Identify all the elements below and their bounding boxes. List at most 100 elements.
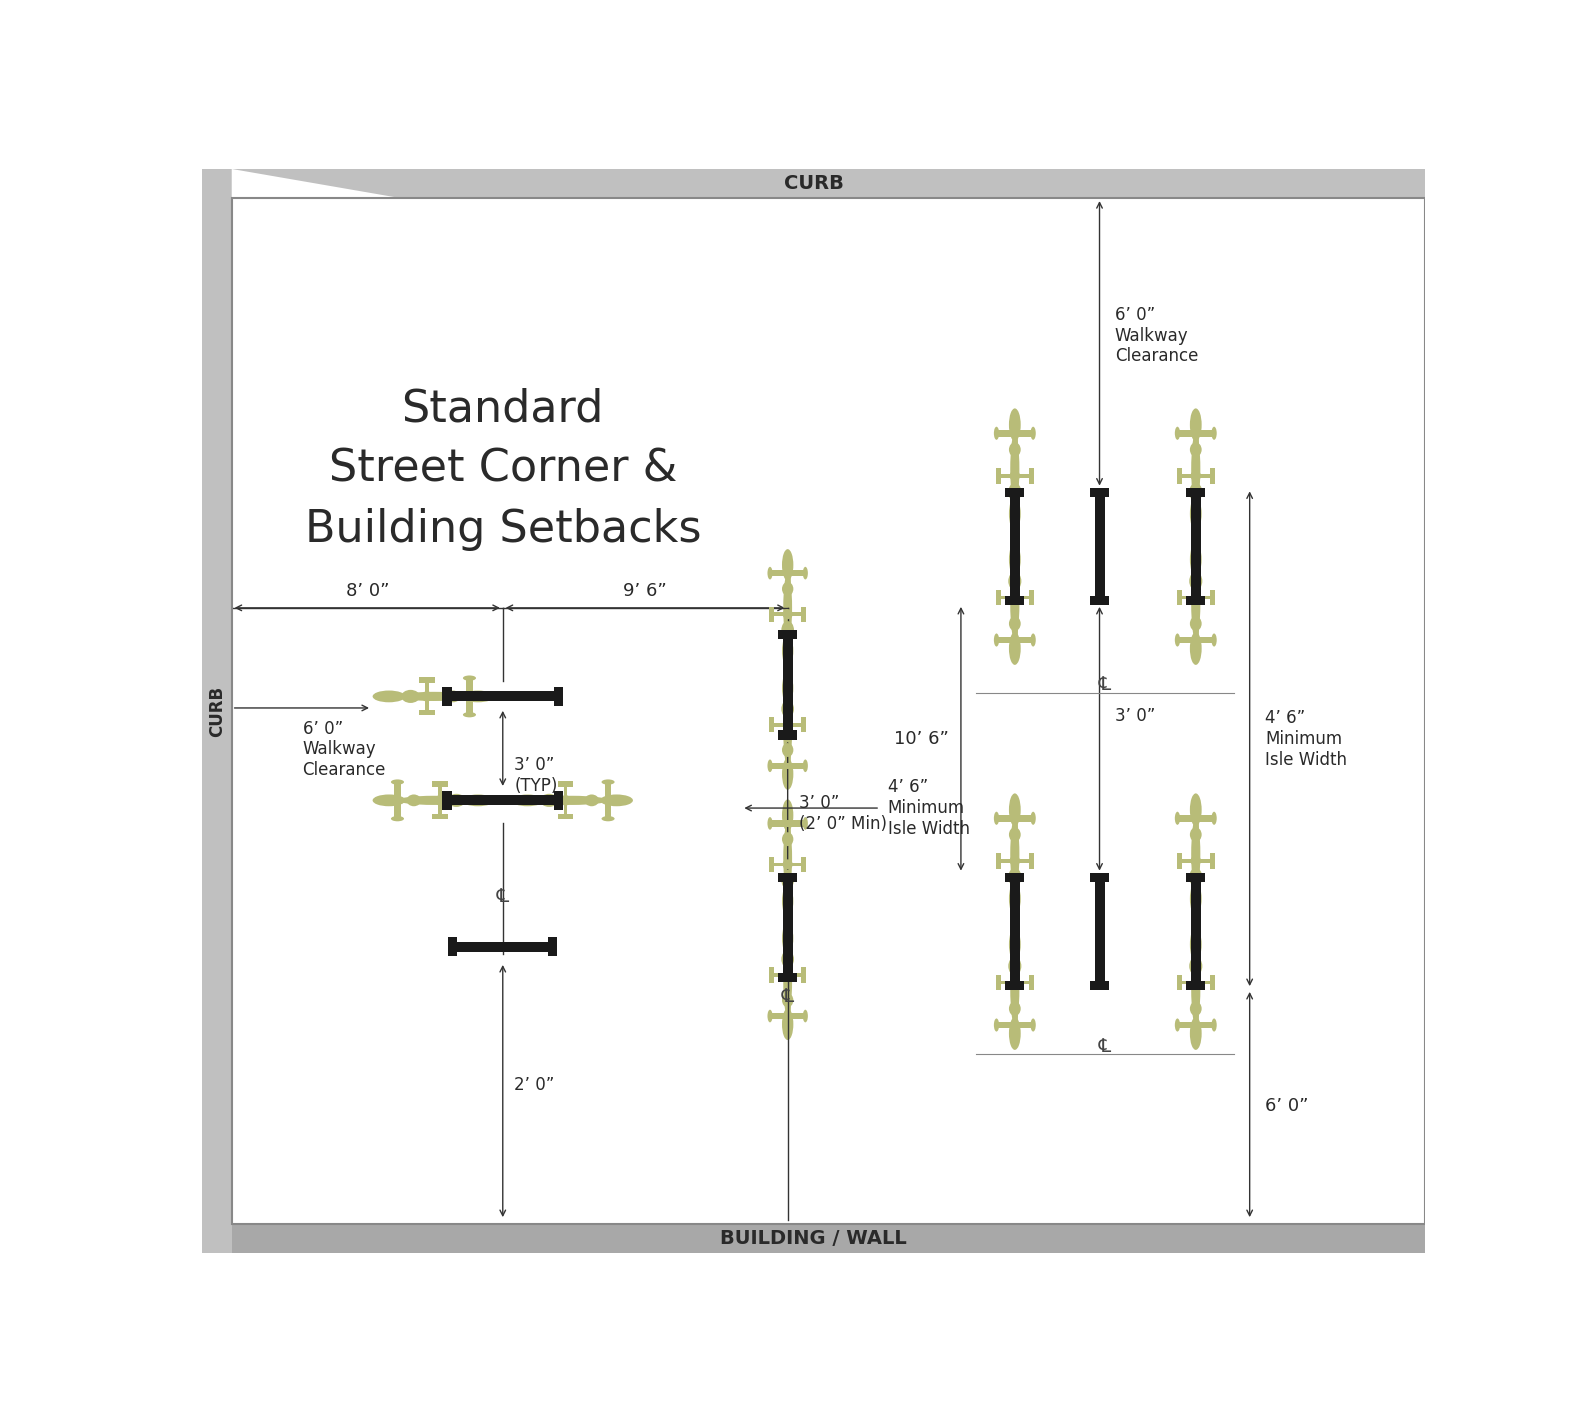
Text: 2’ 0”: 2’ 0”: [515, 1076, 554, 1094]
Bar: [448, 938, 457, 956]
Bar: [800, 717, 807, 732]
Ellipse shape: [767, 759, 772, 772]
Ellipse shape: [783, 719, 792, 729]
Ellipse shape: [781, 886, 794, 917]
Bar: [438, 784, 441, 817]
Ellipse shape: [1008, 408, 1021, 441]
Ellipse shape: [1008, 928, 1021, 960]
Ellipse shape: [767, 567, 772, 580]
Ellipse shape: [781, 800, 794, 831]
Ellipse shape: [1189, 793, 1202, 826]
Bar: [394, 780, 400, 819]
Ellipse shape: [1212, 634, 1216, 646]
Ellipse shape: [1189, 442, 1202, 456]
Ellipse shape: [994, 427, 999, 439]
Bar: [1177, 590, 1181, 605]
Ellipse shape: [1008, 1001, 1021, 1015]
Ellipse shape: [373, 690, 405, 703]
Bar: [778, 631, 797, 639]
Bar: [769, 1012, 807, 1019]
Bar: [1010, 493, 1019, 600]
Ellipse shape: [1008, 793, 1021, 826]
Bar: [800, 857, 807, 872]
Text: 3’ 0”
(2’ 0” Min): 3’ 0” (2’ 0” Min): [799, 794, 888, 834]
Ellipse shape: [1010, 567, 1019, 641]
Ellipse shape: [994, 812, 999, 825]
Ellipse shape: [1008, 483, 1021, 501]
Bar: [1089, 487, 1108, 497]
Bar: [1191, 877, 1201, 986]
Ellipse shape: [1010, 953, 1019, 1025]
Bar: [996, 590, 1000, 605]
Bar: [1210, 590, 1215, 605]
Ellipse shape: [511, 794, 545, 807]
Text: 6’ 0”
Walkway
Clearance: 6’ 0” Walkway Clearance: [1115, 306, 1199, 366]
Bar: [426, 680, 429, 712]
Text: ℄: ℄: [1096, 1038, 1113, 1056]
Ellipse shape: [783, 946, 792, 1017]
Ellipse shape: [1031, 1018, 1035, 1032]
Text: BUILDING / WALL: BUILDING / WALL: [721, 1229, 907, 1247]
Text: 8’ 0”: 8’ 0”: [346, 582, 389, 600]
Bar: [999, 980, 1031, 984]
Bar: [1210, 974, 1215, 990]
Ellipse shape: [1189, 957, 1202, 976]
Bar: [996, 1022, 1034, 1028]
Ellipse shape: [783, 573, 792, 642]
Ellipse shape: [781, 700, 794, 718]
Bar: [1029, 467, 1034, 484]
Bar: [1180, 596, 1212, 600]
Ellipse shape: [781, 621, 794, 639]
Ellipse shape: [781, 993, 794, 1007]
Ellipse shape: [462, 794, 494, 807]
Ellipse shape: [1189, 867, 1202, 886]
Ellipse shape: [804, 567, 808, 580]
Bar: [557, 781, 573, 787]
Ellipse shape: [1008, 828, 1021, 842]
Bar: [769, 821, 807, 826]
Text: 4’ 6”
Minimum
Isle Width: 4’ 6” Minimum Isle Width: [1266, 710, 1347, 769]
Ellipse shape: [781, 922, 794, 955]
Bar: [800, 607, 807, 622]
Ellipse shape: [1175, 812, 1180, 825]
Bar: [443, 791, 451, 810]
Ellipse shape: [783, 824, 792, 893]
Ellipse shape: [1191, 977, 1201, 987]
Bar: [778, 731, 797, 739]
Text: ℄: ℄: [780, 987, 797, 1007]
Ellipse shape: [781, 872, 794, 888]
Bar: [1089, 873, 1108, 881]
Bar: [1177, 467, 1181, 484]
Bar: [1180, 474, 1212, 477]
Ellipse shape: [1189, 543, 1202, 576]
Ellipse shape: [1008, 572, 1021, 590]
Ellipse shape: [1189, 483, 1202, 501]
Text: Standard
Street Corner &
Building Setbacks: Standard Street Corner & Building Setbac…: [305, 387, 700, 551]
Ellipse shape: [781, 549, 794, 580]
Ellipse shape: [537, 796, 608, 805]
Ellipse shape: [402, 690, 419, 703]
Bar: [783, 877, 792, 977]
Text: CURB: CURB: [784, 175, 843, 193]
Bar: [1180, 980, 1212, 984]
Ellipse shape: [561, 796, 570, 805]
Ellipse shape: [1191, 434, 1201, 505]
Bar: [557, 814, 573, 819]
Bar: [996, 636, 1034, 643]
Ellipse shape: [783, 697, 792, 766]
Ellipse shape: [783, 970, 792, 980]
Ellipse shape: [994, 1018, 999, 1032]
Text: 6’ 0”
Walkway
Clearance: 6’ 0” Walkway Clearance: [303, 719, 386, 779]
Bar: [1177, 1022, 1215, 1028]
Bar: [564, 784, 567, 817]
Bar: [1210, 853, 1215, 869]
Bar: [467, 677, 473, 717]
Ellipse shape: [783, 610, 792, 620]
Ellipse shape: [1212, 812, 1216, 825]
Text: 10’ 6”: 10’ 6”: [894, 729, 950, 748]
Ellipse shape: [1189, 632, 1202, 665]
Ellipse shape: [422, 691, 432, 701]
Text: ℄: ℄: [1096, 676, 1113, 694]
Ellipse shape: [584, 794, 599, 807]
Bar: [203, 169, 232, 1253]
